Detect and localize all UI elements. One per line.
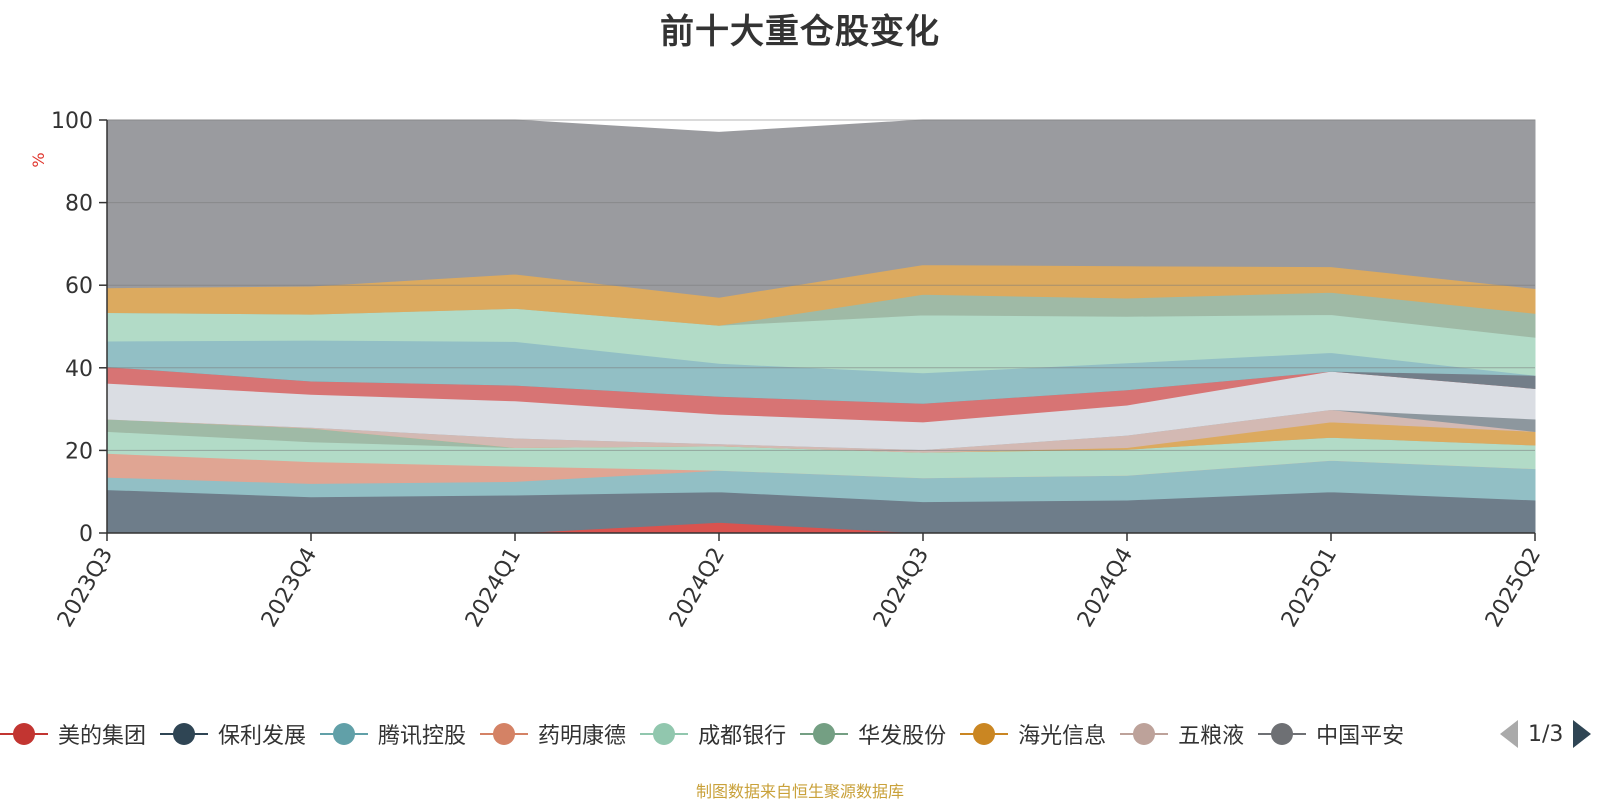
legend-marker-icon — [1258, 722, 1307, 746]
legend-marker-icon — [960, 722, 1009, 746]
y-tick-label-5: 100 — [51, 109, 93, 134]
legend-item-2[interactable]: 腾讯控股 — [320, 714, 466, 754]
legend-item-4[interactable]: 成都银行 — [640, 714, 786, 754]
legend-item-label: 成都银行 — [698, 724, 787, 749]
x-tick-label-1: 2023Q4 — [257, 544, 322, 632]
legend-item-8[interactable]: 中国平安 — [1258, 714, 1404, 754]
legend-item-3[interactable]: 药明康德 — [480, 714, 626, 754]
legend-marker-icon — [800, 722, 849, 746]
legend-item-label: 华发股份 — [858, 724, 947, 749]
legend-item-5[interactable]: 华发股份 — [800, 714, 946, 754]
legend-item-label: 腾讯控股 — [378, 724, 467, 749]
x-tick-label-7: 2025Q2 — [1481, 544, 1546, 632]
legend-marker-icon — [320, 722, 369, 746]
legend-item-6[interactable]: 海光信息 — [960, 714, 1106, 754]
legend-item-1[interactable]: 保利发展 — [160, 714, 306, 754]
legend-item-7[interactable]: 五粮液 — [1120, 714, 1244, 754]
x-tick-label-5: 2024Q4 — [1073, 544, 1138, 632]
legend-item-label: 中国平安 — [1316, 724, 1405, 749]
chart-title: 前十大重仓股变化 — [660, 12, 940, 52]
legend-marker-icon — [0, 722, 48, 746]
y-tick-label-2: 40 — [65, 357, 93, 382]
area-series-16 — [106, 119, 1536, 298]
x-tick-label-4: 2024Q3 — [869, 544, 934, 632]
legend-item-label: 美的集团 — [58, 724, 147, 749]
y-tick-label-1: 20 — [65, 439, 93, 464]
legend-item-label: 保利发展 — [218, 724, 307, 749]
grid-lines — [107, 119, 1535, 451]
source-note: 制图数据来自恒生聚源数据库 — [695, 782, 904, 800]
x-tick-label-3: 2024Q2 — [665, 544, 730, 632]
legend-marker-icon — [1120, 722, 1169, 746]
legend-marker-icon — [160, 722, 209, 746]
legend-item-label: 药明康德 — [538, 724, 627, 749]
legend-page-indicator: 1/3 — [1528, 721, 1564, 747]
legend-marker-icon — [480, 722, 529, 746]
legend-prev-page-icon[interactable] — [1500, 720, 1518, 748]
x-tick-label-0: 2023Q3 — [53, 544, 118, 632]
y-tick-label-0: 0 — [79, 522, 93, 547]
legend: 美的集团 保利发展 腾讯控股 药明康德 成都银行 华发股份 海光信息 五粮液 中国平安 1/3 — [0, 714, 1600, 754]
x-tick-label-2: 2024Q1 — [461, 544, 526, 632]
legend-item-0[interactable]: 美的集团 — [0, 714, 146, 754]
legend-pager: 1/3 — [1500, 714, 1600, 754]
y-tick-label-3: 60 — [65, 274, 93, 299]
legend-item-label: 五粮液 — [1178, 724, 1245, 749]
legend-items: 美的集团 保利发展 腾讯控股 药明康德 成都银行 华发股份 海光信息 五粮液 中国平安 — [0, 714, 1485, 754]
legend-marker-icon — [640, 722, 689, 746]
area-series-group — [106, 119, 1536, 534]
y-tick-label-4: 80 — [65, 192, 93, 217]
legend-next-page-icon[interactable] — [1573, 720, 1592, 748]
x-tick-label-6: 2025Q1 — [1277, 544, 1342, 632]
legend-item-label: 海光信息 — [1018, 724, 1107, 749]
y-axis-unit-label: % — [29, 152, 48, 167]
